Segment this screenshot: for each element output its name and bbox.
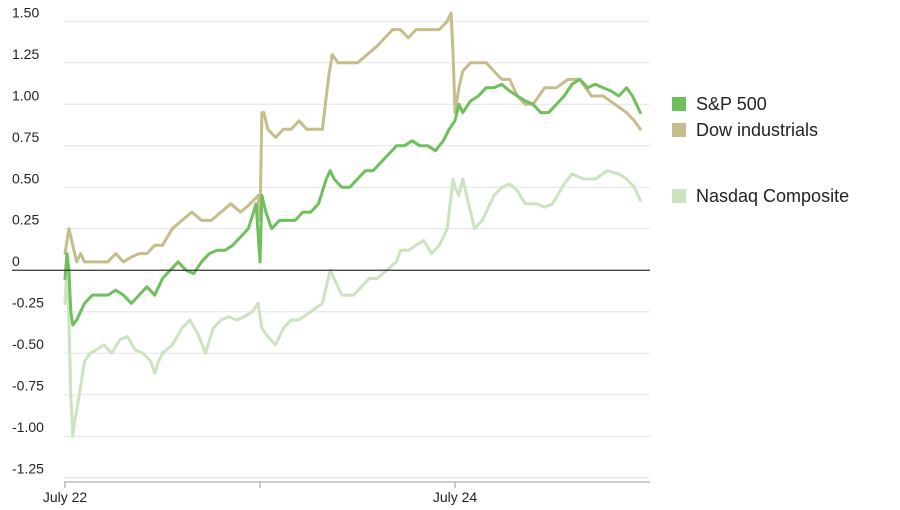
- y-tick-label: -0.50: [12, 336, 44, 352]
- x-tick-label: July 22: [43, 489, 88, 505]
- y-tick-label: -0.25: [12, 295, 44, 311]
- series-line-1: [63, 11, 642, 264]
- legend-swatch: [672, 189, 686, 203]
- series-line-0: [63, 169, 642, 438]
- x-tick-label: July 24: [433, 489, 478, 505]
- y-tick-label: 1.50: [12, 4, 39, 20]
- y-tick-label: -1.25: [12, 461, 44, 477]
- x-axis-tick-labels: July 22 July 24: [43, 482, 478, 505]
- y-tick-label: 0: [12, 253, 20, 269]
- y-tick-label: 0.75: [12, 129, 39, 145]
- grid-lines: [64, 20, 650, 479]
- y-tick-label: 0.25: [12, 212, 39, 228]
- y-tick-label: 1.00: [12, 87, 39, 103]
- axes: [12, 269, 650, 483]
- series-line-2: [63, 77, 642, 327]
- legend-label: S&P 500: [696, 94, 767, 114]
- legend-swatch: [672, 123, 686, 137]
- legend-label: Dow industrials: [696, 120, 818, 140]
- y-axis-tick-labels: 1.50 1.25 1.00 0.75 0.50 0.25 0 -0.25 -0.50 -0.75…: [12, 4, 44, 476]
- series-lines: [63, 11, 642, 438]
- y-tick-label: 0.50: [12, 170, 39, 186]
- legend-swatch: [672, 97, 686, 111]
- y-tick-label: -0.75: [12, 378, 44, 394]
- legend-label: Nasdaq Composite: [696, 186, 849, 206]
- legend: S&P 500 Dow industrials Nasdaq Composite: [672, 94, 849, 206]
- y-tick-label: 1.25: [12, 46, 39, 62]
- y-tick-label: -1.00: [12, 419, 44, 435]
